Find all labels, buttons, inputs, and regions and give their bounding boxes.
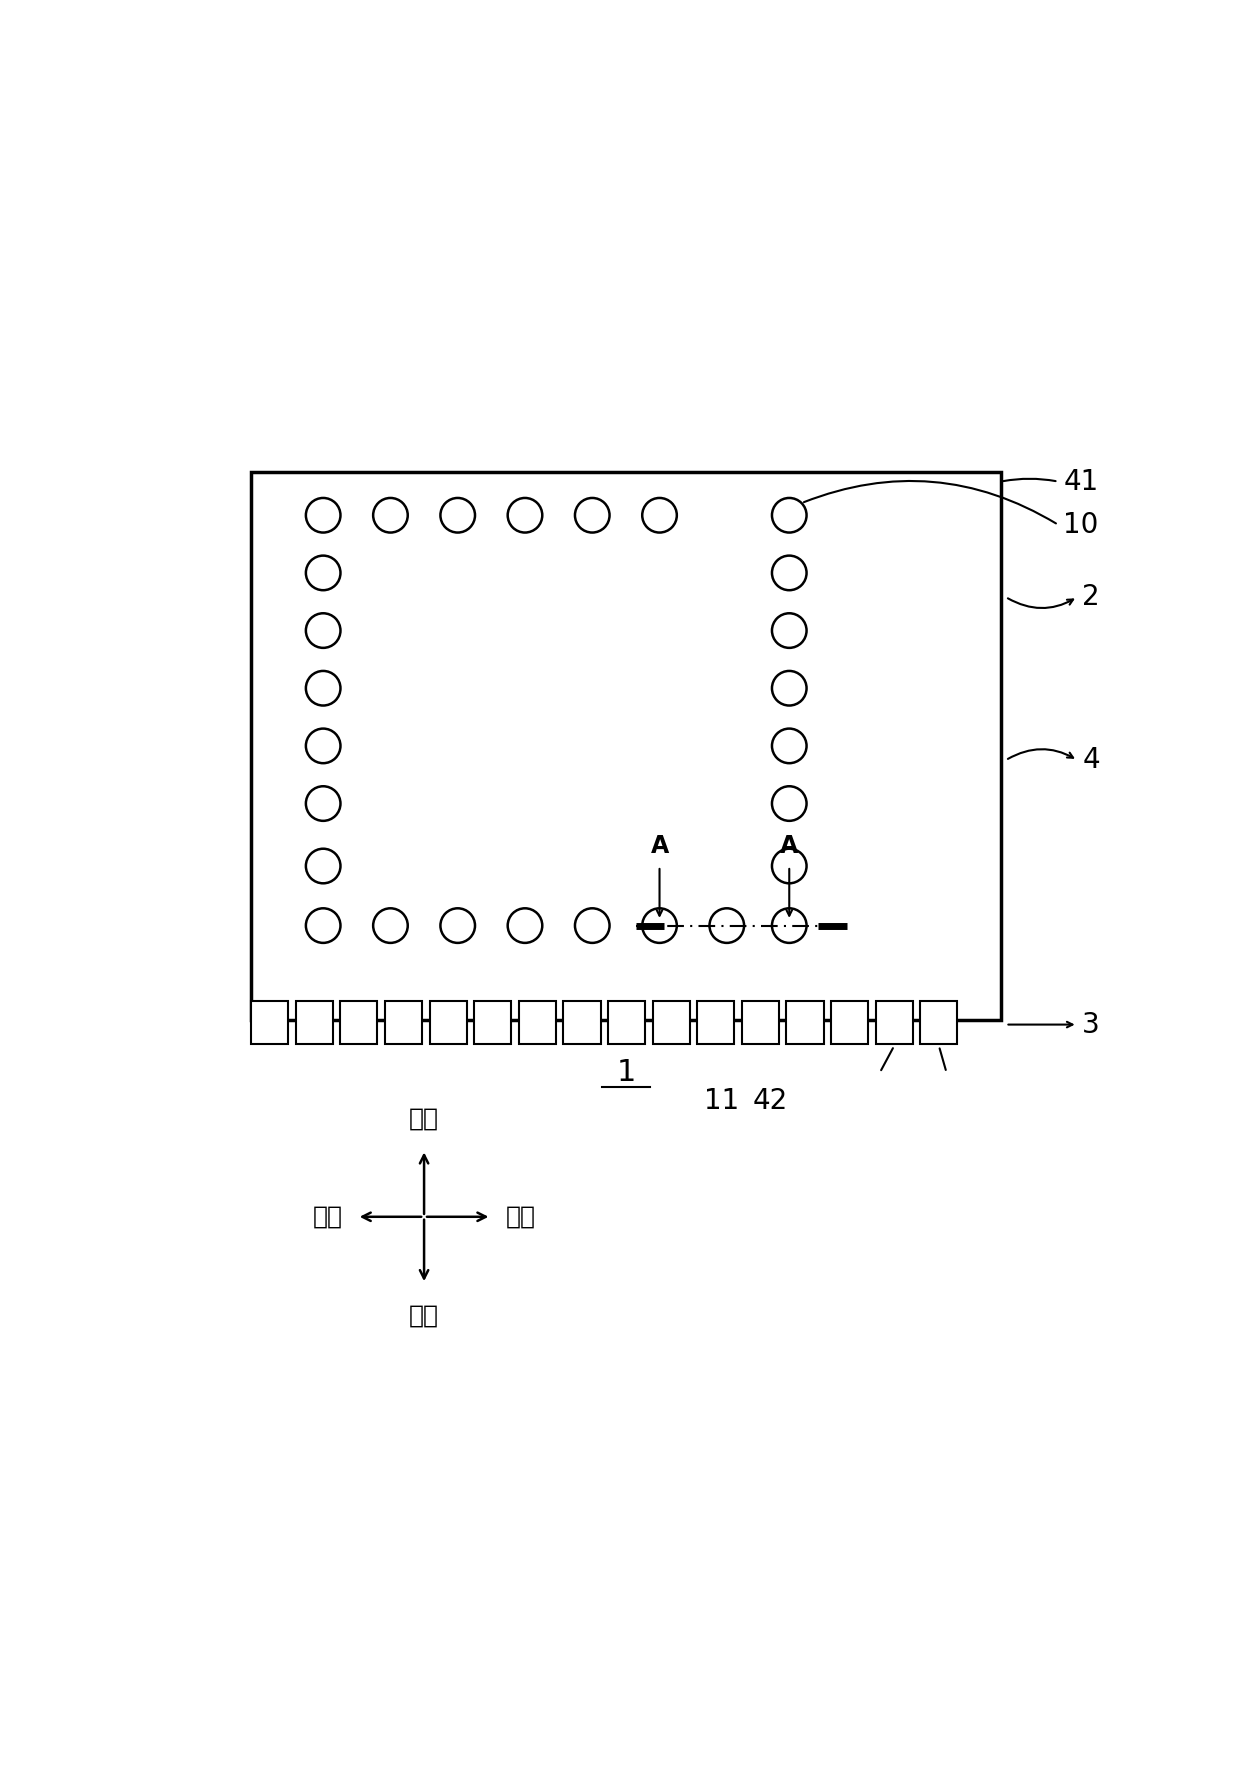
Bar	[518, 1001, 556, 1044]
Circle shape	[575, 498, 610, 532]
Circle shape	[440, 498, 475, 532]
Text: 3: 3	[1083, 1010, 1100, 1039]
Circle shape	[773, 849, 806, 883]
Text: 4: 4	[1083, 747, 1100, 774]
Circle shape	[773, 908, 806, 942]
Bar	[875, 1001, 913, 1044]
Circle shape	[773, 555, 806, 591]
Text: 前側: 前側	[409, 1107, 439, 1130]
Text: 41: 41	[1063, 467, 1099, 496]
Bar	[608, 1001, 645, 1044]
Circle shape	[642, 908, 677, 942]
Circle shape	[306, 729, 341, 763]
Bar	[697, 1001, 734, 1044]
Text: 1: 1	[616, 1058, 636, 1087]
Circle shape	[440, 908, 475, 942]
Text: 右側: 右側	[506, 1205, 536, 1229]
Bar	[786, 1001, 823, 1044]
Circle shape	[373, 498, 408, 532]
Circle shape	[306, 613, 341, 648]
Circle shape	[773, 672, 806, 706]
Bar	[920, 1001, 957, 1044]
Circle shape	[507, 498, 542, 532]
Circle shape	[306, 849, 341, 883]
Circle shape	[306, 555, 341, 591]
Circle shape	[575, 908, 610, 942]
Bar	[295, 1001, 332, 1044]
Bar	[474, 1001, 511, 1044]
Circle shape	[773, 498, 806, 532]
Bar	[742, 1001, 779, 1044]
Circle shape	[507, 908, 542, 942]
Circle shape	[306, 908, 341, 942]
Text: 42: 42	[753, 1087, 787, 1116]
Bar	[250, 473, 1001, 1019]
Circle shape	[773, 613, 806, 648]
Bar	[652, 1001, 689, 1044]
Circle shape	[642, 498, 677, 532]
Text: 左側: 左側	[312, 1205, 342, 1229]
Bar	[384, 1001, 422, 1044]
Circle shape	[773, 786, 806, 820]
Text: 2: 2	[1083, 582, 1100, 611]
Bar	[429, 1001, 466, 1044]
Circle shape	[306, 672, 341, 706]
Text: 11: 11	[704, 1087, 739, 1116]
Bar	[831, 1001, 868, 1044]
Bar	[340, 1001, 377, 1044]
Text: A: A	[651, 835, 668, 858]
Circle shape	[306, 498, 341, 532]
Bar	[563, 1001, 600, 1044]
Circle shape	[709, 908, 744, 942]
Text: 后側: 后側	[409, 1304, 439, 1327]
Circle shape	[373, 908, 408, 942]
Text: A: A	[780, 835, 799, 858]
Circle shape	[773, 729, 806, 763]
Bar	[250, 1001, 288, 1044]
Circle shape	[306, 786, 341, 820]
Text: 10: 10	[1063, 510, 1099, 539]
